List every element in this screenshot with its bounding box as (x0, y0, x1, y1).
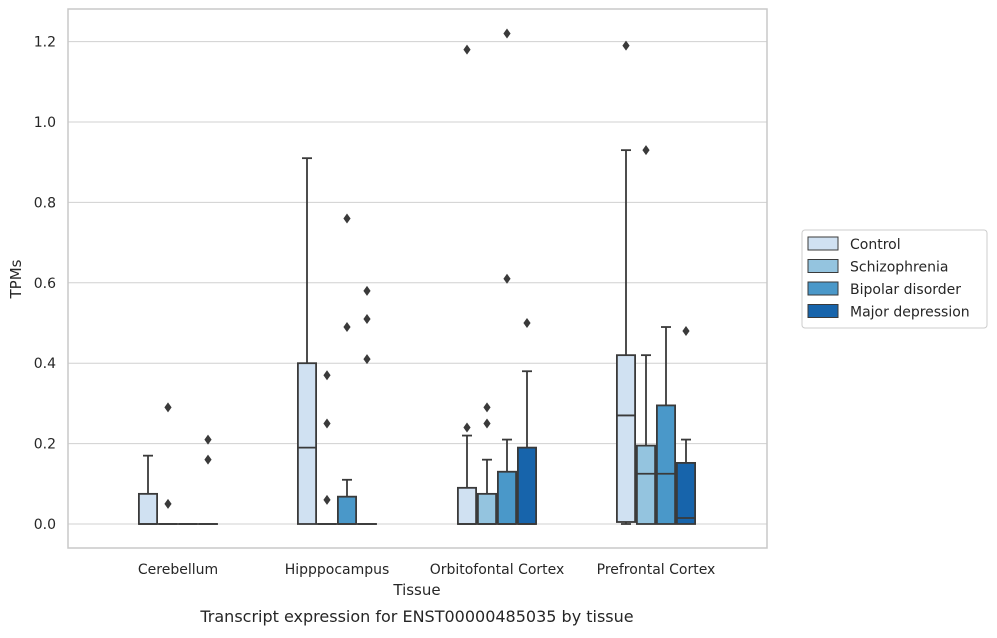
iqr-box (617, 355, 635, 522)
box-control (139, 456, 157, 524)
outlier-point (483, 419, 490, 429)
legend: Control Schizophrenia Bipolar disorder Majo… (802, 230, 987, 328)
outlier-point (164, 402, 171, 412)
box-bipolar-disorder (657, 327, 675, 524)
outlier-point (523, 318, 530, 328)
y-tick-label: 0.4 (34, 356, 56, 372)
box-major-depression (199, 435, 217, 524)
iqr-box (498, 472, 516, 524)
iqr-box (478, 494, 496, 524)
outlier-point (343, 322, 350, 332)
outlier-point (204, 435, 211, 445)
outlier-point (164, 499, 171, 509)
legend-label: Schizophrenia (850, 260, 948, 276)
outlier-point (503, 29, 510, 39)
legend-swatch (808, 282, 838, 295)
box-schizophrenia (318, 370, 336, 524)
iqr-box (637, 446, 655, 524)
box-control (298, 158, 316, 524)
x-tick-label: Hipppocampus (285, 562, 390, 578)
y-tick-label: 0.8 (34, 195, 56, 211)
legend-swatch (808, 237, 838, 250)
legend-swatch (808, 305, 838, 318)
box-schizophrenia (478, 402, 496, 524)
x-axis-label: Tissue (392, 581, 440, 599)
iqr-box (677, 463, 695, 524)
outlier-point (343, 213, 350, 223)
outlier-point (323, 495, 330, 505)
axis-ticks: 0.0 0.2 0.4 0.6 0.8 1.0 1.2 Cerebellum Hipppocam… (34, 35, 716, 578)
y-axis-label: TPMs (7, 259, 25, 299)
outlier-point (323, 419, 330, 429)
box-control (458, 45, 476, 524)
y-tick-label: 0.0 (34, 517, 56, 533)
outlier-point (363, 314, 370, 324)
x-tick-label: Cerebellum (138, 562, 218, 578)
box-series (139, 29, 695, 524)
y-tick-label: 1.0 (34, 115, 56, 131)
outlier-point (323, 370, 330, 380)
legend-swatch (808, 260, 838, 273)
outlier-point (463, 45, 470, 55)
iqr-box (139, 494, 157, 524)
x-tick-label: Orbitofontal Cortex (430, 562, 565, 578)
outlier-point (682, 326, 689, 336)
box-major-depression (677, 326, 695, 524)
y-tick-label: 1.2 (34, 35, 56, 51)
box-bipolar-disorder (338, 213, 356, 524)
iqr-box (298, 363, 316, 524)
outlier-point (483, 402, 490, 412)
iqr-box (518, 448, 536, 524)
legend-label: Control (850, 237, 901, 253)
outlier-point (622, 41, 629, 51)
x-tick-label: Prefrontal Cortex (597, 562, 716, 578)
iqr-box (458, 488, 476, 524)
outlier-point (642, 145, 649, 155)
y-tick-label: 0.6 (34, 276, 56, 292)
iqr-box (338, 497, 356, 524)
box-major-depression (518, 318, 536, 524)
outlier-point (363, 286, 370, 296)
outlier-point (503, 274, 510, 284)
box-major-depression (358, 286, 376, 524)
chart-caption: Transcript expression for ENST0000048503… (199, 607, 633, 626)
box-schizophrenia (159, 402, 177, 524)
y-tick-label: 0.2 (34, 437, 56, 453)
legend-label: Bipolar disorder (850, 282, 961, 298)
legend-label: Major depression (850, 305, 970, 321)
outlier-point (204, 455, 211, 465)
iqr-box (657, 405, 675, 524)
outlier-point (363, 354, 370, 364)
outlier-point (463, 423, 470, 433)
box-bipolar-disorder (498, 29, 516, 524)
